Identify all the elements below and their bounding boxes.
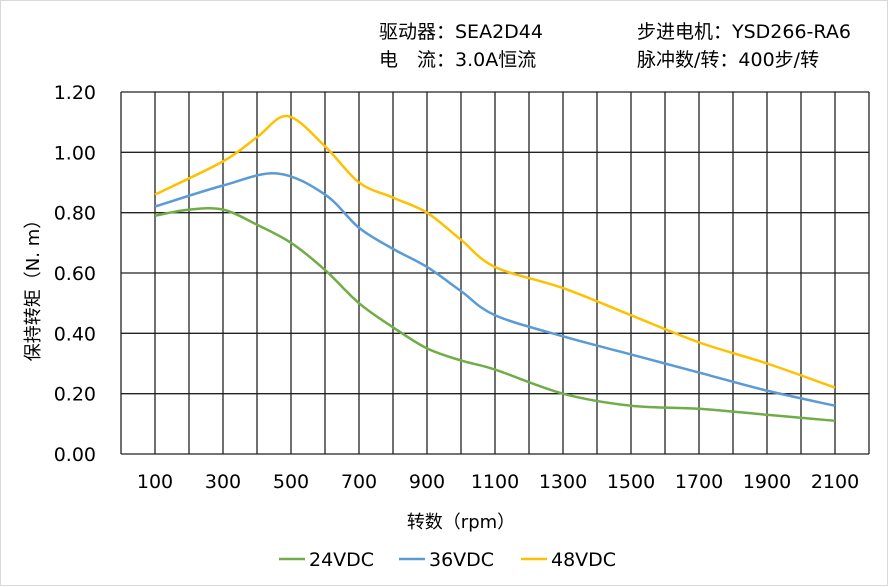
legend-label: 48VDC [551,549,616,571]
x-tick-label: 1900 [743,471,791,493]
y-tick-label: 0.40 [54,323,96,345]
x-tick-label: 700 [341,471,377,493]
legend-label: 36VDC [429,549,494,571]
y-tick-label: 1.00 [54,142,96,164]
motor-info: 步进电机：YSD266-RA6 [637,21,851,43]
current-info: 电 流：3.0A恒流 [379,49,537,71]
series-line-36VDC [154,172,836,407]
y-axis-label: 保持转矩（N. m） [23,211,44,361]
x-tick-label: 100 [137,471,173,493]
series-line-48VDC [154,114,836,389]
x-tick-label: 1700 [675,471,723,493]
x-axis-label: 转数（rpm） [407,512,515,533]
driver-info: 驱动器：SEA2D44 [379,21,543,43]
y-tick-label: 0.80 [54,203,96,225]
x-tick-label: 1300 [539,471,587,493]
y-tick-label: 1.20 [54,82,96,104]
y-tick-label: 0.20 [54,384,96,406]
series-line-24VDC [154,207,836,423]
x-tick-label: 300 [205,471,241,493]
x-tick-label: 900 [409,471,445,493]
pulses-info: 脉冲数/转：400步/转 [637,49,820,71]
x-tick-label: 1100 [471,471,519,493]
y-tick-label: 0.60 [54,263,96,285]
legend-label: 24VDC [309,549,374,571]
x-tick-label: 2100 [811,471,859,493]
x-tick-label: 1500 [607,471,655,493]
x-tick-label: 500 [273,471,309,493]
y-tick-label: 0.00 [54,444,96,466]
